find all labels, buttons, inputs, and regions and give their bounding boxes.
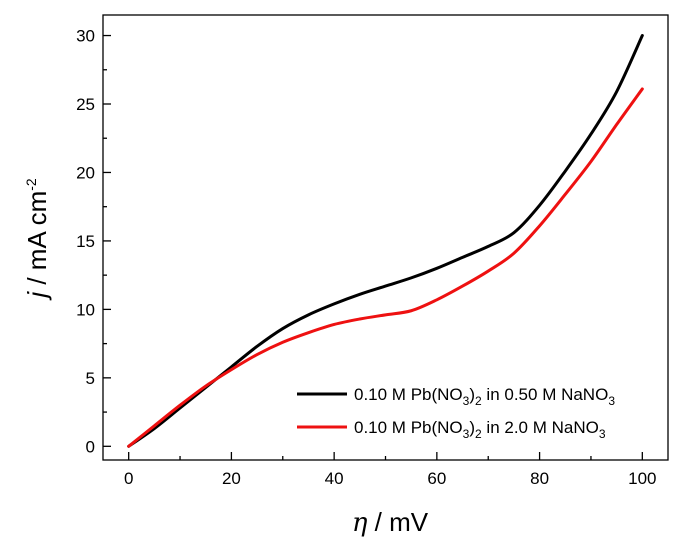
x-tick-label-0: 0 <box>124 469 133 488</box>
y-tick-label-10: 10 <box>76 300 95 319</box>
series-line-2 <box>127 87 644 448</box>
x-tick-label-40: 40 <box>325 469 344 488</box>
axes-layer: 0 20 40 60 80 100 0 5 10 15 20 25 30 <box>76 14 669 488</box>
legend: 0.10 M Pb(NO3)2 in 0.50 M NaNO3 0.10 M P… <box>297 385 615 441</box>
y-tick-label-5: 5 <box>86 369 95 388</box>
x-axis-label: η / mV <box>352 507 429 537</box>
legend-label-series-1: 0.10 M Pb(NO3)2 in 0.50 M NaNO3 <box>354 385 615 408</box>
y-tick-label-25: 25 <box>76 95 95 114</box>
x-tick-label-80: 80 <box>530 469 549 488</box>
series-layer <box>127 34 644 448</box>
y-tick-label-30: 30 <box>76 27 95 46</box>
y-tick-label-0: 0 <box>86 437 95 456</box>
y-axis-label: j / mA cm-2 <box>22 178 52 301</box>
x-tick-label-100: 100 <box>628 469 656 488</box>
legend-label-series-2: 0.10 M Pb(NO3)2 in 2.0 M NaNO3 <box>354 418 606 441</box>
x-tick-label-20: 20 <box>222 469 241 488</box>
y-tick-label-15: 15 <box>76 232 95 251</box>
plot-area: 0 20 40 60 80 100 0 5 10 15 20 25 30 <box>76 14 669 488</box>
y-tick-label-20: 20 <box>76 163 95 182</box>
x-tick-label-60: 60 <box>427 469 446 488</box>
